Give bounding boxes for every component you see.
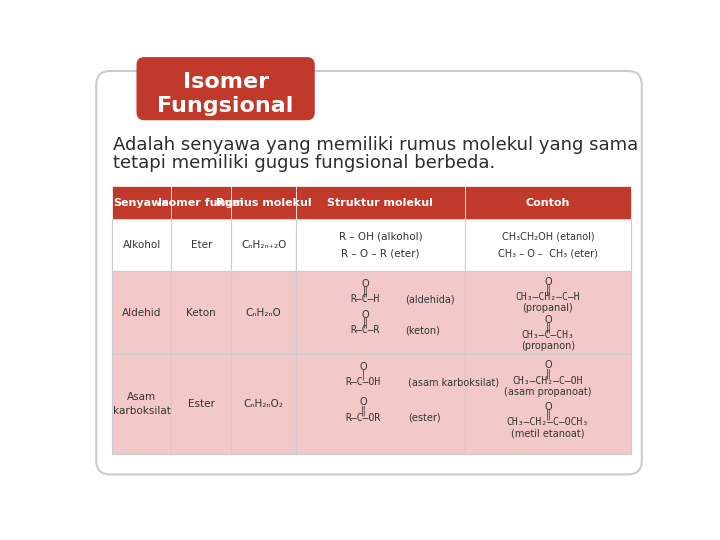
Text: ‖: ‖	[546, 284, 550, 295]
Text: Rumus molekul: Rumus molekul	[216, 198, 311, 207]
Text: (metil etanoat): (metil etanoat)	[511, 428, 585, 438]
Bar	[465, 354, 631, 455]
Text: O: O	[361, 309, 369, 320]
FancyBboxPatch shape	[137, 57, 315, 120]
Text: O: O	[544, 276, 552, 287]
Text: (propanon): (propanon)	[521, 341, 575, 351]
Text: Senyawa: Senyawa	[114, 198, 169, 207]
Text: (propanal): (propanal)	[523, 303, 573, 313]
Bar	[112, 186, 171, 219]
Bar	[296, 186, 465, 219]
Bar	[296, 354, 465, 455]
Text: O: O	[361, 279, 369, 289]
Text: (keton): (keton)	[405, 325, 440, 335]
Text: Ester: Ester	[188, 400, 215, 409]
Text: ‖: ‖	[546, 323, 550, 333]
Text: CH₃–CH₂–C–H: CH₃–CH₂–C–H	[516, 292, 580, 302]
Text: O: O	[359, 397, 367, 408]
Text: O: O	[544, 402, 552, 412]
Bar	[112, 271, 171, 354]
Text: Eter: Eter	[191, 240, 212, 250]
Text: CₙH₂ₙO₂: CₙH₂ₙO₂	[243, 400, 284, 409]
Bar	[112, 219, 171, 271]
Text: R–C–OH: R–C–OH	[346, 377, 381, 387]
Text: O: O	[359, 362, 367, 372]
Text: O: O	[544, 315, 552, 325]
Bar	[171, 219, 231, 271]
Text: (ester): (ester)	[408, 413, 441, 423]
Text: CH₃–C–CH₃: CH₃–C–CH₃	[521, 330, 575, 340]
Text: CH₃–CH₂–C–OCH₃: CH₃–CH₂–C–OCH₃	[507, 417, 589, 428]
Bar	[231, 186, 296, 219]
Text: ‖: ‖	[361, 405, 366, 416]
Text: (asam propanoat): (asam propanoat)	[504, 387, 592, 397]
Bar	[171, 271, 231, 354]
Text: Adalah senyawa yang memiliki rumus molekul yang sama: Adalah senyawa yang memiliki rumus molek…	[113, 136, 639, 154]
Text: ‖: ‖	[362, 318, 367, 328]
Text: R–C–OR: R–C–OR	[346, 413, 381, 423]
Text: O: O	[544, 361, 552, 370]
Bar	[296, 219, 465, 271]
Text: |: |	[361, 370, 365, 380]
Text: R – OH (alkohol)
R – O – R (eter): R – OH (alkohol) R – O – R (eter)	[338, 232, 422, 258]
Bar	[231, 271, 296, 354]
Text: R–C–R: R–C–R	[350, 325, 379, 335]
Text: ‖: ‖	[546, 410, 550, 420]
Text: Aldehid: Aldehid	[122, 308, 161, 318]
Text: CH₃–CH₂–C–OH: CH₃–CH₂–C–OH	[513, 376, 583, 386]
Text: Struktur molekul: Struktur molekul	[328, 198, 433, 207]
Text: R–C–H: R–C–H	[350, 294, 379, 304]
Text: ‖: ‖	[362, 287, 367, 297]
Bar	[171, 354, 231, 455]
Text: Contoh: Contoh	[526, 198, 570, 207]
Text: tetapi memiliki gugus fungsional berbeda.: tetapi memiliki gugus fungsional berbeda…	[113, 154, 495, 172]
Bar	[171, 186, 231, 219]
Bar	[465, 186, 631, 219]
Bar	[465, 219, 631, 271]
Text: CₙH₂ₙO: CₙH₂ₙO	[246, 308, 282, 318]
Text: CH₃CH₂OH (etanol)
CH₃ – O –  CH₃ (eter): CH₃CH₂OH (etanol) CH₃ – O – CH₃ (eter)	[498, 232, 598, 258]
FancyBboxPatch shape	[96, 71, 642, 475]
Text: Isomer
Fungsional: Isomer Fungsional	[158, 72, 294, 116]
Text: ‖: ‖	[546, 368, 550, 379]
Text: (aldehida): (aldehida)	[405, 294, 455, 304]
Text: CₙH₂ₙ₊₂O: CₙH₂ₙ₊₂O	[241, 240, 287, 250]
Bar	[112, 354, 171, 455]
Bar	[231, 354, 296, 455]
Text: Keton: Keton	[186, 308, 216, 318]
Text: Asam
karboksilat: Asam karboksilat	[112, 393, 171, 416]
Bar	[465, 271, 631, 354]
Text: (asam karboksilat): (asam karboksilat)	[408, 377, 500, 387]
Bar	[231, 219, 296, 271]
Text: Alkohol: Alkohol	[122, 240, 161, 250]
Bar	[296, 271, 465, 354]
Text: Isomer fungsi: Isomer fungsi	[158, 198, 244, 207]
